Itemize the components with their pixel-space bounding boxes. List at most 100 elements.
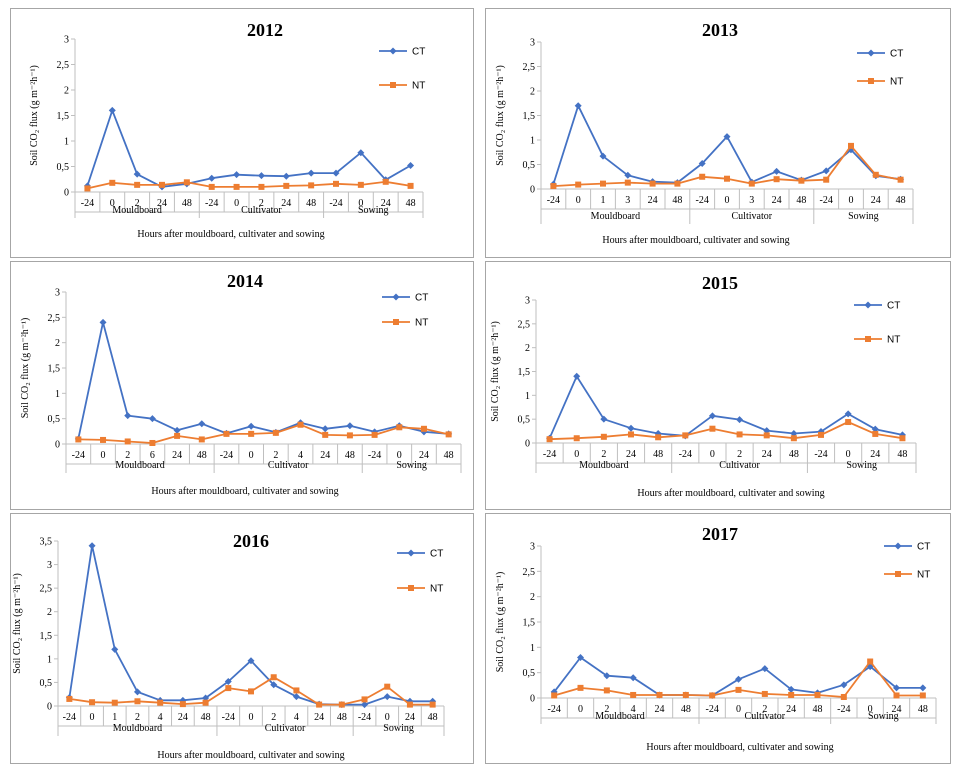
data-point-nt: [396, 424, 403, 431]
y-tick-label: 0,5: [48, 414, 61, 425]
x-tick-label: 1: [601, 195, 606, 206]
data-point-nt: [406, 701, 413, 708]
data-point-ct: [629, 674, 637, 682]
group-label: Mouldboard: [595, 711, 644, 722]
x-tick-label: 0: [846, 449, 851, 460]
x-tick-label: 3: [625, 195, 630, 206]
data-point-ct: [577, 653, 584, 661]
legend-marker-ct: [894, 542, 902, 550]
data-point-ct: [247, 422, 255, 430]
x-tick-label: 48: [672, 195, 682, 206]
x-tick-label: 24: [892, 704, 902, 715]
x-tick-label: 24: [405, 712, 415, 723]
data-point-nt: [208, 183, 215, 190]
data-point-nt: [577, 684, 584, 691]
data-point-ct: [844, 410, 852, 418]
x-tick-label: 24: [762, 449, 772, 460]
data-point-ct: [247, 657, 255, 665]
y-tick-label: 0: [47, 702, 52, 713]
data-point-ct: [573, 372, 581, 380]
x-tick-label: 0: [574, 449, 579, 460]
chart-panel-2015: 2015 0 0,5 1 1,5 2 2,5 3 Soil CO₂ flux (g m⁻²h⁻¹…: [485, 261, 951, 510]
data-point-nt: [674, 180, 681, 187]
chart-svg-2012: 2012 0 0,5 1 1,5 2 2,5 3 Soil CO₂ flux (g m⁻²h⁻¹…: [29, 20, 425, 240]
y-axis-label: Soil CO₂ flux (g m⁻²h⁻¹): [29, 65, 40, 166]
data-point-ct: [332, 169, 340, 177]
legend-label-nt: NT: [917, 570, 930, 581]
data-point-nt: [248, 430, 255, 437]
x-tick-label: 0: [725, 195, 730, 206]
data-point-ct: [357, 149, 365, 157]
data-point-nt: [338, 701, 345, 708]
x-tick-label: 6: [150, 450, 155, 461]
data-point-ct: [822, 167, 830, 175]
x-tick-label: 0: [234, 198, 239, 209]
data-point-nt: [159, 181, 165, 188]
x-tick-label: 0: [249, 450, 254, 461]
x-tick-label: -24: [81, 198, 94, 209]
data-point-nt: [134, 698, 141, 705]
x-tick-label: 1: [112, 712, 117, 723]
data-point-nt: [551, 692, 558, 699]
y-tick-label: 2,5: [40, 584, 53, 595]
data-point-nt: [814, 691, 821, 698]
x-tick-label: 24: [655, 704, 665, 715]
x-tick-label: 48: [406, 198, 416, 209]
data-point-nt: [628, 431, 634, 438]
x-tick-label: 24: [772, 195, 782, 206]
x-axis-label: Hours after mouldboard, cultivater and s…: [602, 235, 789, 246]
x-tick-label: -24: [547, 195, 560, 206]
data-point-nt: [308, 182, 315, 189]
data-point-ct: [773, 167, 781, 175]
group-label: Mouldboard: [591, 211, 640, 222]
data-point-ct: [111, 645, 119, 653]
y-tick-label: 0,5: [57, 162, 70, 173]
data-point-nt: [66, 695, 73, 702]
data-point-nt: [735, 686, 742, 693]
data-point-nt: [761, 690, 768, 697]
legend-label-ct: CT: [430, 549, 443, 560]
y-tick-label: 1: [530, 136, 535, 147]
data-point-nt: [709, 425, 716, 432]
group-label: Mouldboard: [113, 723, 162, 734]
data-point-nt: [179, 701, 186, 708]
x-tick-label: 24: [314, 712, 324, 723]
y-tick-label: 2,5: [523, 62, 536, 73]
data-point-ct: [361, 701, 369, 709]
y-tick-label: 3: [530, 38, 535, 49]
data-point-nt: [333, 180, 339, 187]
group-label: Sowing: [848, 211, 879, 222]
series-line-ct: [77, 321, 449, 440]
data-point-nt: [100, 436, 107, 443]
x-tick-label: 4: [631, 704, 636, 715]
x-tick-label: 24: [419, 450, 429, 461]
y-axis-label: Soil CO₂ flux (g m⁻²h⁻¹): [495, 572, 506, 673]
data-point-ct: [698, 160, 706, 168]
legend-marker-nt: [865, 336, 871, 342]
data-point-nt: [322, 431, 329, 438]
x-tick-label: -24: [72, 450, 85, 461]
x-tick-label: 0: [849, 195, 854, 206]
chart-title: 2013: [702, 20, 738, 40]
x-tick-label: 0: [868, 704, 873, 715]
y-tick-label: 2: [55, 338, 60, 349]
legend-marker-nt: [390, 82, 396, 88]
y-axis-label: Soil CO₂ flux (g m⁻²h⁻¹): [490, 321, 501, 422]
x-tick-label: 0: [736, 704, 741, 715]
data-point-nt: [198, 436, 205, 443]
data-point-ct: [282, 172, 290, 180]
data-point-ct: [270, 681, 278, 689]
data-point-nt: [748, 180, 755, 187]
group-label: Cultivator: [241, 205, 282, 216]
chart-panel-2013: 2013 0 0,5 1 1,5 2 2,5 3 Soil CO₂ flux (g m⁻²h⁻¹…: [485, 8, 951, 258]
data-point-nt: [157, 699, 164, 706]
y-tick-label: 0: [525, 439, 530, 450]
series-line-ct: [68, 544, 433, 706]
legend-label-nt: NT: [415, 318, 428, 329]
data-point-ct: [919, 684, 927, 692]
x-axis-label: Hours after mouldboard, cultivater and s…: [151, 486, 338, 497]
x-tick-label: 48: [681, 704, 691, 715]
x-tick-label: 2: [135, 712, 140, 723]
group-label: Mouldboard: [579, 460, 628, 471]
data-point-nt: [848, 142, 854, 149]
